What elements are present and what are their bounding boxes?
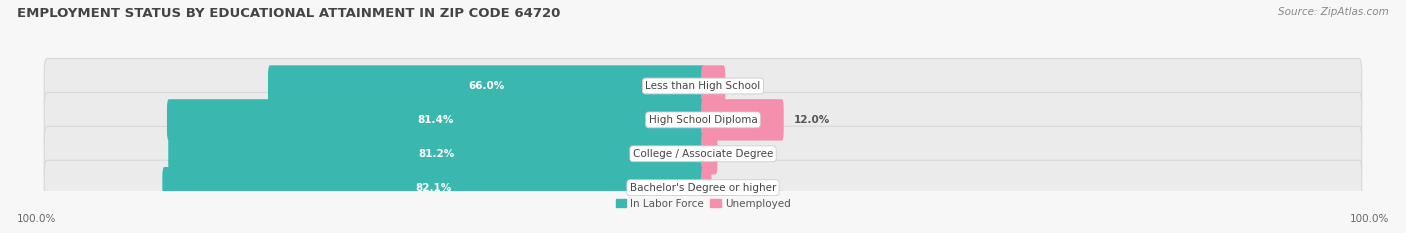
- Text: 1.0%: 1.0%: [721, 183, 751, 193]
- Text: High School Diploma: High School Diploma: [648, 115, 758, 125]
- Text: 3.1%: 3.1%: [735, 81, 763, 91]
- FancyBboxPatch shape: [702, 99, 783, 140]
- Legend: In Labor Force, Unemployed: In Labor Force, Unemployed: [612, 194, 794, 213]
- FancyBboxPatch shape: [702, 133, 717, 175]
- FancyBboxPatch shape: [269, 65, 704, 107]
- Text: Bachelor's Degree or higher: Bachelor's Degree or higher: [630, 183, 776, 193]
- FancyBboxPatch shape: [44, 160, 1362, 215]
- FancyBboxPatch shape: [702, 65, 725, 107]
- Text: 81.2%: 81.2%: [419, 149, 454, 159]
- FancyBboxPatch shape: [44, 58, 1362, 113]
- Text: 82.1%: 82.1%: [416, 183, 451, 193]
- Text: Less than High School: Less than High School: [645, 81, 761, 91]
- FancyBboxPatch shape: [167, 99, 704, 140]
- FancyBboxPatch shape: [702, 167, 711, 208]
- Text: 100.0%: 100.0%: [1350, 214, 1389, 224]
- Text: 81.4%: 81.4%: [418, 115, 454, 125]
- Text: College / Associate Degree: College / Associate Degree: [633, 149, 773, 159]
- Text: 100.0%: 100.0%: [17, 214, 56, 224]
- Text: 12.0%: 12.0%: [793, 115, 830, 125]
- FancyBboxPatch shape: [169, 133, 704, 175]
- Text: 1.9%: 1.9%: [727, 149, 756, 159]
- FancyBboxPatch shape: [44, 93, 1362, 147]
- Text: Source: ZipAtlas.com: Source: ZipAtlas.com: [1278, 7, 1389, 17]
- Text: EMPLOYMENT STATUS BY EDUCATIONAL ATTAINMENT IN ZIP CODE 64720: EMPLOYMENT STATUS BY EDUCATIONAL ATTAINM…: [17, 7, 560, 20]
- Text: 66.0%: 66.0%: [468, 81, 505, 91]
- FancyBboxPatch shape: [162, 167, 704, 208]
- FancyBboxPatch shape: [44, 126, 1362, 181]
